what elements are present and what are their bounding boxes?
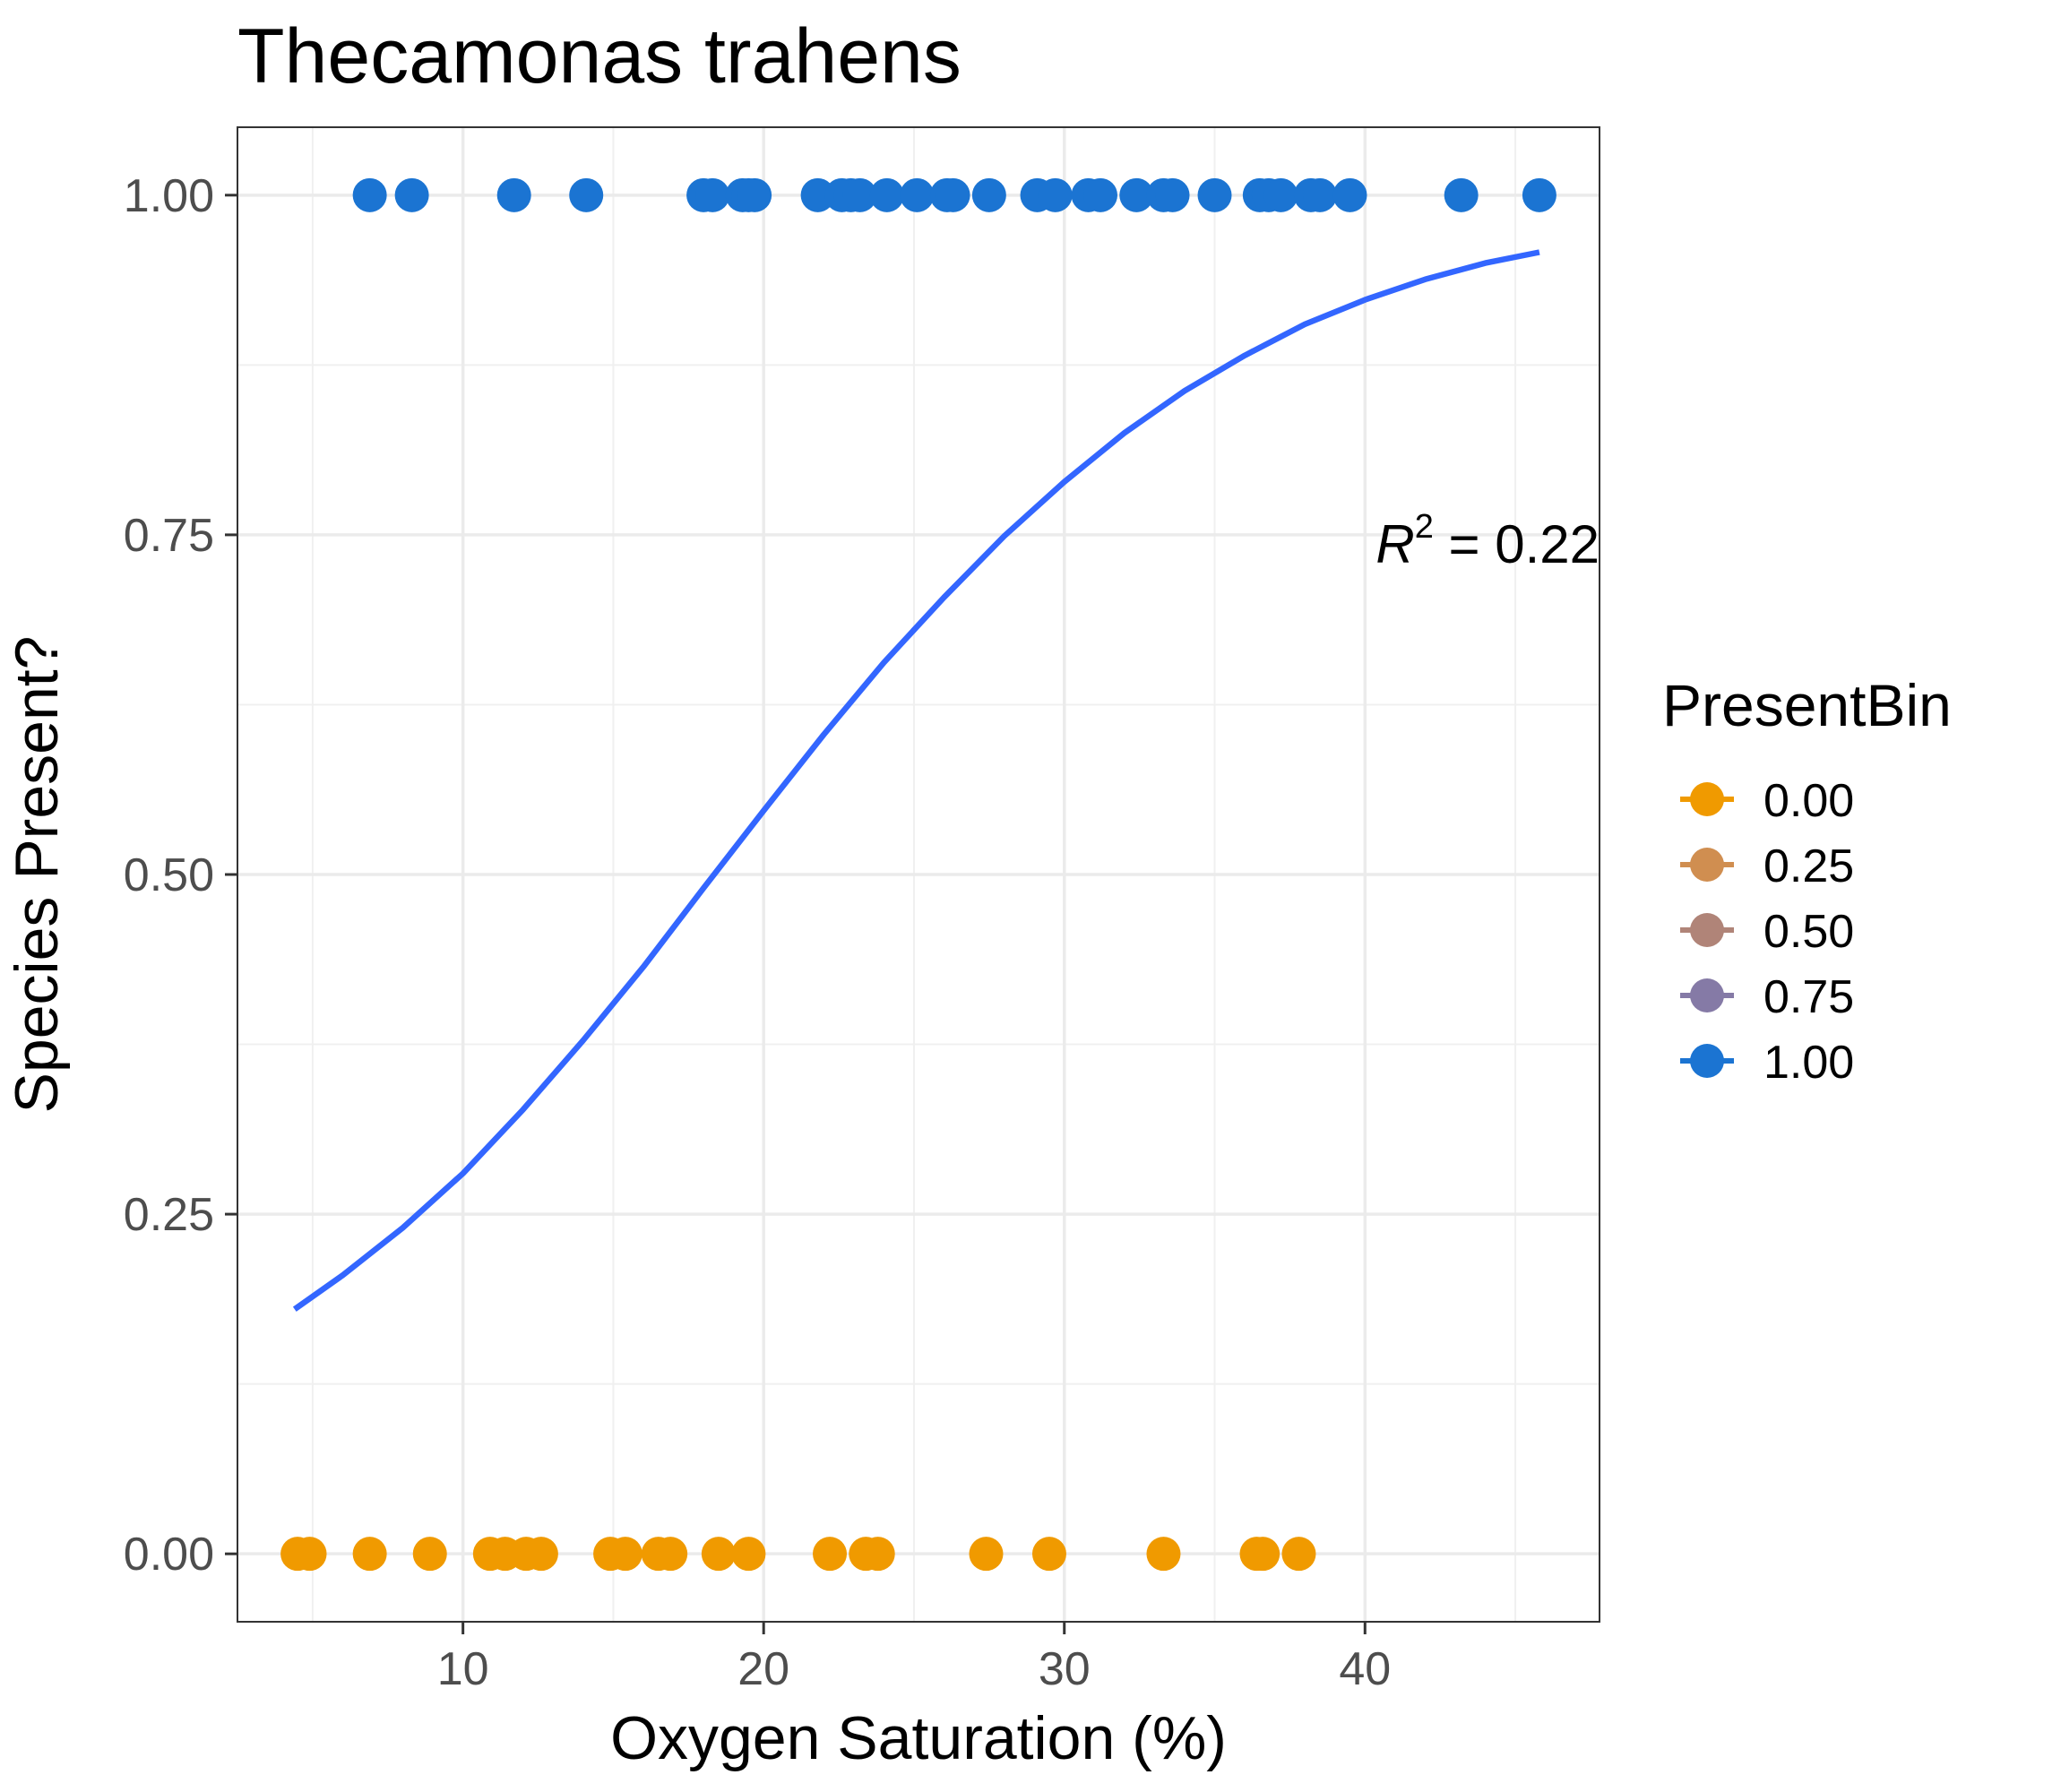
legend: PresentBin 0.00 0.25 0.50 0.75 1.00 [1662, 672, 1952, 1089]
data-point [860, 1537, 895, 1572]
y-tick-label: 0.75 [124, 510, 214, 562]
legend-label: 1.00 [1763, 1037, 1854, 1089]
legend-key-point [1690, 782, 1724, 816]
legend-key-point [1690, 1044, 1724, 1078]
x-tick-label: 30 [1039, 1643, 1091, 1695]
legend-label: 0.75 [1763, 971, 1854, 1023]
data-point [496, 177, 531, 212]
data-point [969, 1537, 1004, 1572]
x-tick-label: 40 [1339, 1643, 1391, 1695]
data-point [1444, 177, 1479, 212]
data-point [608, 1537, 642, 1572]
data-point [1332, 177, 1367, 212]
data-point [869, 177, 904, 212]
y-tick-label: 0.25 [124, 1189, 214, 1241]
data-point [1146, 1537, 1181, 1572]
data-point [352, 177, 387, 212]
data-point [394, 177, 429, 212]
fit-curve [292, 249, 1540, 1312]
legend-title: PresentBin [1662, 672, 1952, 738]
data-point [1246, 1537, 1281, 1572]
y-axis-title: Species Present? [3, 636, 71, 1114]
legend-key-point [1690, 913, 1724, 947]
data-point [1522, 177, 1557, 212]
x-tick-label: 20 [737, 1643, 789, 1695]
r-squared-annotation: R2 = 0.22 [1375, 508, 1600, 574]
data-point [1119, 177, 1154, 212]
data-point [1263, 177, 1298, 212]
data-point [971, 177, 1006, 212]
x-tick-label: 10 [437, 1643, 489, 1695]
data-point [813, 1537, 848, 1572]
legend-key-point [1690, 848, 1724, 882]
legend-label: 0.25 [1763, 840, 1854, 892]
axes: 10 20 30 40 0.00 0.25 0.50 0.75 1.00 [124, 170, 1391, 1695]
data-point [1031, 1537, 1066, 1572]
legend-key-point [1690, 978, 1724, 1012]
logistic-fit-line [292, 249, 1540, 1312]
y-tick-label: 0.50 [124, 849, 214, 901]
data-point [352, 1537, 387, 1572]
data-point [412, 1537, 447, 1572]
data-point [523, 1537, 558, 1572]
data-point [701, 1537, 736, 1572]
data-points [280, 177, 1557, 1572]
data-point [292, 1537, 327, 1572]
legend-label: 0.50 [1763, 906, 1854, 958]
x-axis-title: Oxygen Saturation (%) [610, 1704, 1227, 1772]
data-point [800, 177, 835, 212]
data-point [1155, 177, 1190, 212]
data-point [842, 177, 877, 212]
legend-label: 0.00 [1763, 775, 1854, 827]
data-point [1038, 177, 1073, 212]
data-point [737, 177, 772, 212]
data-point [900, 177, 935, 212]
y-tick-label: 0.00 [124, 1529, 214, 1581]
data-point [1083, 177, 1118, 212]
y-tick-label: 1.00 [124, 170, 214, 222]
data-point [569, 177, 604, 212]
data-point [1302, 177, 1337, 212]
data-point [1281, 1537, 1316, 1572]
data-point [1197, 177, 1232, 212]
chart-title: Thecamonas trahens [237, 13, 962, 99]
data-point [653, 1537, 688, 1572]
data-point [936, 177, 970, 212]
grid [237, 127, 1600, 1622]
data-point [695, 177, 730, 212]
data-point [731, 1537, 766, 1572]
